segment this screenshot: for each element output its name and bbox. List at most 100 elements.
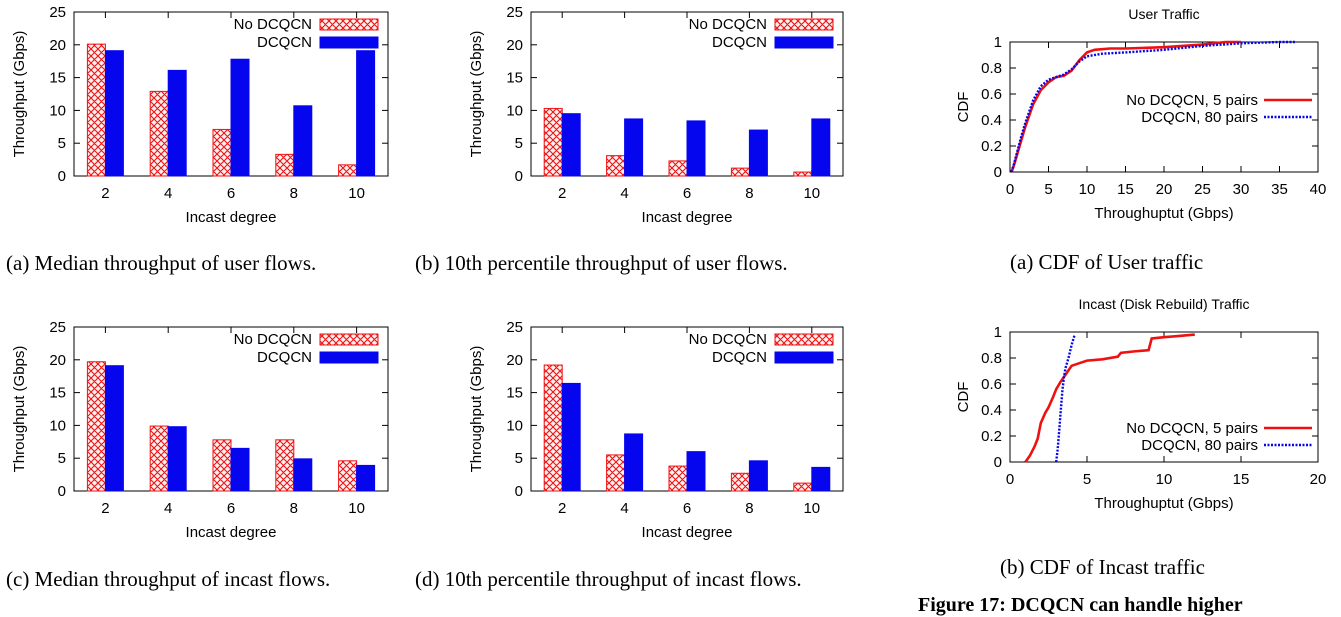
legend-label: DCQCN [712,34,767,51]
y-tick-label: 20 [49,37,66,54]
caption-a: (a) Median throughput of user flows. [6,251,317,275]
x-tick-label: 6 [683,500,691,517]
caption-cdf-user: (a) CDF of User traffic [1010,250,1204,274]
y-tick-label: 0 [994,454,1002,471]
bar-dcqcn [104,50,124,177]
x-tick-label: 10 [348,500,365,517]
y-tick-label: 0.4 [981,402,1002,419]
bar-dcqcn [167,69,187,177]
bar-dcqcn [230,58,250,177]
y-tick-label: 10 [49,102,66,119]
x-tick-label: 15 [1117,181,1134,198]
x-tick-label: 8 [290,185,298,202]
x-tick-label: 4 [164,185,172,202]
legend-swatch [774,333,834,346]
bar-dcqcn [561,113,581,177]
x-tick-label: 10 [1156,471,1173,488]
bar-no-dcqcn [793,171,813,177]
x-tick-label: 20 [1310,471,1327,488]
legend-swatch [319,333,379,346]
y-axis-label: CDF [955,382,972,413]
x-tick-label: 25 [1194,181,1211,198]
x-tick-label: 2 [101,500,109,517]
legend-swatch [774,18,834,31]
x-tick-label: 2 [558,500,566,517]
x-tick-label: 4 [164,500,172,517]
y-tick-label: 0.8 [981,350,1002,367]
chart-e: 0 0.2 0.4 0.6 0.8 1 CDF Throughuptut (Gbps) 0 5 10… [955,6,1326,222]
bar-dcqcn [104,365,124,492]
caption-b: (b) 10th percentile throughput of user f… [415,251,788,275]
bar-dcqcn [167,426,187,492]
bar-no-dcqcn [606,454,626,492]
y-tick-label: 1 [994,324,1002,341]
bar-dcqcn [293,458,313,492]
x-tick-label: 10 [1079,181,1096,198]
y-tick-label: 5 [58,135,66,152]
bar-no-dcqcn [730,472,750,492]
bar-no-dcqcn [338,164,358,177]
bar-no-dcqcn [793,482,813,492]
legend-label: No DCQCN, 5 pairs [1126,92,1258,109]
legend-label: No DCQCN [689,16,767,33]
legend-label: No DCQCN, 5 pairs [1126,420,1258,437]
y-axis-label: CDF [955,92,972,123]
x-tick-label: 2 [101,185,109,202]
y-axis-label: Throughput (Gbps) [468,31,485,158]
y-tick-label: 20 [49,352,66,369]
chart-b: 0 5 10 15 20 25 Throughput (Gbps) Incast degree… [468,4,844,226]
bar-dcqcn [356,50,376,177]
x-tick-label: 10 [803,500,820,517]
chart-c: 0 5 10 15 20 25 Throughput (Gbps) Incast degree… [11,319,389,541]
bar-dcqcn [748,129,768,177]
x-tick-label: 20 [1156,181,1173,198]
x-tick-label: 30 [1233,181,1250,198]
y-tick-label: 5 [515,135,523,152]
y-tick-label: 0 [58,168,66,185]
legend-swatch [774,351,834,364]
bar-no-dcqcn [668,160,688,177]
x-tick-label: 10 [348,185,365,202]
cdf-line-no-dcqcn [1024,333,1195,463]
bar-no-dcqcn [543,364,563,492]
bar-dcqcn [686,120,706,177]
x-axis-label: Throughuptut (Gbps) [1094,205,1233,222]
y-tick-label: 20 [506,37,523,54]
x-axis-label: Incast degree [186,524,277,541]
x-tick-label: 6 [227,185,235,202]
x-tick-label: 0 [1006,471,1014,488]
bar-no-dcqcn [86,43,106,177]
x-tick-label: 8 [290,500,298,517]
x-tick-label: 2 [558,185,566,202]
bar-dcqcn [624,433,644,492]
y-axis-label: Throughput (Gbps) [11,346,28,473]
caption-c: (c) Median throughput of incast flows. [6,567,331,591]
bar-no-dcqcn [543,107,563,177]
bar-no-dcqcn [338,460,358,492]
y-tick-label: 20 [506,352,523,369]
legend-label: DCQCN [712,349,767,366]
y-tick-label: 25 [49,4,66,21]
legend-label: DCQCN [257,349,312,366]
legend-label: No DCQCN [234,331,312,348]
x-tick-label: 35 [1271,181,1288,198]
x-tick-label: 6 [227,500,235,517]
bar-dcqcn [293,105,313,177]
bar-dcqcn [561,382,581,492]
legend-label: No DCQCN [689,331,767,348]
bar-dcqcn [748,460,768,492]
y-tick-label: 15 [506,70,523,87]
legend-label: DCQCN, 80 pairs [1141,437,1258,454]
bar-no-dcqcn [212,439,232,492]
x-axis-label: Incast degree [186,209,277,226]
legend-label: DCQCN [257,34,312,51]
x-tick-label: 0 [1006,181,1014,198]
y-tick-label: 0.6 [981,86,1002,103]
y-tick-label: 10 [49,417,66,434]
chart-f: 0 0.2 0.4 0.6 0.8 1 CDF Throughuptut (Gbps) 0 5 10… [955,296,1326,512]
y-tick-label: 25 [506,319,523,336]
y-tick-label: 0.6 [981,376,1002,393]
x-axis-label: Incast degree [642,209,733,226]
x-tick-label: 4 [620,185,628,202]
y-tick-label: 25 [506,4,523,21]
